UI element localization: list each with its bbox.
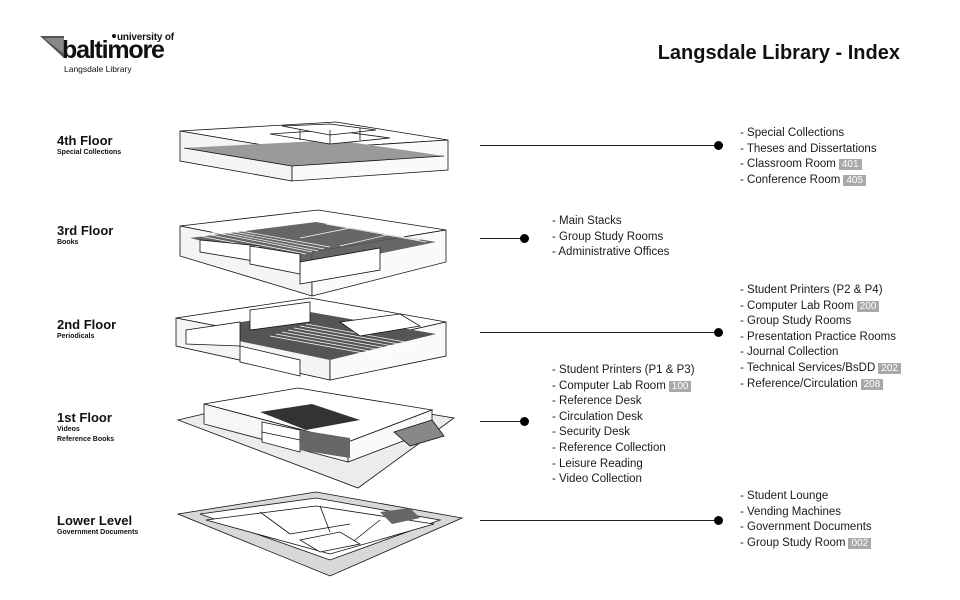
list-item: - Administrative Offices: [552, 246, 670, 259]
list-item: - Computer Lab Room 100: [552, 379, 695, 395]
room-number-badge: 208: [860, 378, 884, 390]
floor-name: 3rd Floor: [57, 223, 114, 238]
connector-line-lower: [480, 520, 718, 522]
list-item: - Classroom Room 401: [740, 157, 877, 173]
floor-plan-4th: [179, 121, 449, 182]
logo-subtitle: Langsdale Library: [64, 64, 132, 74]
room-number-badge: 002: [848, 537, 872, 549]
connector-dot-lower: [714, 516, 723, 525]
floor-name: 4th Floor: [57, 133, 113, 148]
index-list-4th: - Special Collections - Theses and Disse…: [740, 126, 877, 188]
floor-subtitle: Videos: [57, 426, 80, 433]
floor-label-lower: Lower Level Government Documents: [57, 513, 138, 538]
floor-subtitle: Reference Books: [57, 436, 115, 443]
connector-line-3rd: [480, 238, 524, 240]
room-number-badge: 202: [878, 362, 901, 374]
logo-name-text: baltimore: [62, 36, 165, 64]
index-list-lower: - Student Lounge - Vending Machines - Go…: [740, 489, 872, 551]
floor-plan-1st: [176, 387, 456, 489]
connector-line-1st: [480, 421, 524, 423]
connector-dot-3rd: [520, 234, 529, 243]
list-item: - Computer Lab Room 200: [740, 299, 901, 315]
list-item: - Main Stacks: [552, 215, 622, 227]
floor-plan-2nd: [175, 297, 447, 381]
logo-university-text: university of: [112, 32, 174, 43]
list-item: - Group Study Rooms: [552, 230, 664, 243]
list-item: - Circulation Desk: [552, 410, 643, 423]
index-list-1st: - Student Printers (P1 & P3) - Computer …: [552, 363, 695, 488]
index-list-2nd: - Student Printers (P2 & P4) - Computer …: [740, 283, 901, 392]
floor-subtitle: Periodicals: [57, 333, 95, 340]
floor-plan-lower: [176, 491, 464, 577]
list-item: - Reference/Circulation 208: [740, 377, 901, 393]
list-item: - Vending Machines: [740, 505, 842, 518]
room-number-badge: 200: [856, 300, 880, 312]
list-item: - Student Printers (P2 & P4): [740, 284, 883, 296]
floor-label-1st: 1st Floor Videos Reference Books: [57, 410, 114, 445]
floor-subtitle: Government Documents: [57, 529, 139, 536]
floor-subtitle: Books: [57, 239, 79, 246]
list-item: - Government Documents: [740, 521, 872, 534]
floor-label-4th: 4th Floor Special Collections: [57, 133, 121, 158]
room-number-badge: 405: [843, 174, 867, 186]
list-item: - Video Collection: [552, 473, 642, 486]
list-item: - Reference Collection: [552, 441, 666, 454]
list-item: - Technical Services/BsDD 202: [740, 361, 901, 377]
room-number-badge: 401: [838, 159, 862, 171]
list-item: - Group Study Rooms: [740, 315, 852, 328]
list-item: - Student Lounge: [740, 490, 829, 502]
connector-dot-1st: [520, 417, 529, 426]
list-item: - Reference Desk: [552, 395, 642, 408]
room-number-badge: 100: [668, 380, 692, 392]
list-item: - Journal Collection: [740, 346, 839, 359]
index-list-3rd: - Main Stacks - Group Study Rooms - Admi…: [552, 214, 669, 261]
connector-dot-4th: [714, 141, 723, 150]
floor-name: Lower Level: [57, 513, 133, 528]
university-logo: university of baltimore Langsdale Librar…: [40, 30, 180, 76]
floor-name: 2nd Floor: [57, 317, 117, 332]
list-item: - Group Study Room 002: [740, 536, 872, 552]
floor-name: 1st Floor: [57, 410, 112, 425]
list-item: - Special Collections: [740, 127, 845, 139]
connector-dot-2nd: [714, 328, 723, 337]
connector-line-2nd: [480, 332, 718, 334]
list-item: - Conference Room 405: [740, 173, 877, 189]
floor-label-2nd: 2nd Floor Periodicals: [57, 317, 116, 342]
page-title: Langsdale Library - Index: [657, 42, 900, 64]
connector-line-4th: [480, 145, 718, 147]
floor-plan-3rd: [179, 209, 447, 297]
logo-mark-icon: [40, 36, 64, 58]
list-item: - Security Desk: [552, 426, 630, 439]
list-item: - Theses and Dissertations: [740, 142, 877, 155]
list-item: - Presentation Practice Rooms: [740, 330, 896, 343]
floor-label-3rd: 3rd Floor Books: [57, 223, 113, 248]
floor-subtitle: Special Collections: [57, 149, 122, 156]
list-item: - Student Printers (P1 & P3): [552, 364, 695, 376]
list-item: - Leisure Reading: [552, 457, 643, 470]
